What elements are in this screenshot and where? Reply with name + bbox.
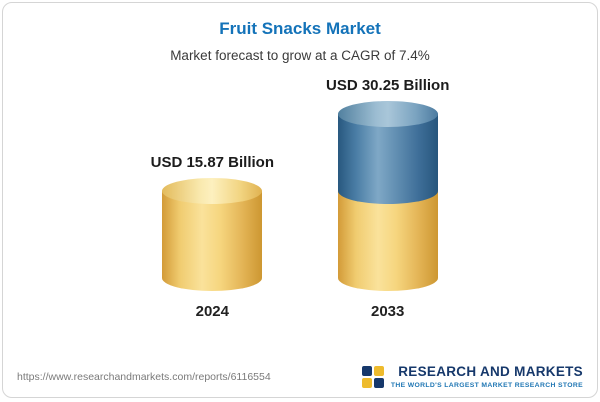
year-label-2033: 2033 [371, 302, 405, 320]
logo-tagline: THE WORLD'S LARGEST MARKET RESEARCH STOR… [390, 382, 583, 389]
bar-column-2024: USD 15.87 Billion 2024 [151, 154, 274, 320]
cylinder-2033-base-body [337, 191, 438, 291]
chart-card: Fruit Snacks Market Market forecast to g… [2, 2, 598, 398]
cylinder-2024-cap [162, 178, 263, 205]
logo-text: RESEARCH AND MARKETS THE WORLD'S LARGEST… [391, 364, 583, 389]
logo-name: RESEARCH AND MARKETS [398, 364, 583, 380]
chart-title: Fruit Snacks Market [219, 19, 381, 38]
research-and-markets-logo: RESEARCH AND MARKETS THE WORLD'S LARGEST… [361, 364, 583, 389]
plot-area: USD 15.87 Billion 2024 USD 30.25 Billion… [3, 77, 597, 320]
chart-subtitle: Market forecast to grow at a CAGR of 7.4… [170, 48, 430, 63]
value-label-2033: USD 30.25 Billion [326, 77, 450, 94]
footer: https://www.researchandmarkets.com/repor… [17, 364, 583, 389]
cylinder-2024-body [162, 178, 263, 291]
logo-squares-icon [361, 365, 384, 388]
bar-column-2033: USD 30.25 Billion 2033 [326, 77, 449, 320]
cylinder-2033-cap [337, 101, 438, 127]
report-url: https://www.researchandmarkets.com/repor… [17, 370, 271, 383]
cylinder-2033 [337, 101, 438, 291]
year-label-2024: 2024 [195, 302, 229, 320]
cylinder-2033-growth-body [337, 101, 438, 205]
cylinder-2024 [162, 178, 263, 291]
value-label-2024: USD 15.87 Billion [150, 154, 274, 172]
